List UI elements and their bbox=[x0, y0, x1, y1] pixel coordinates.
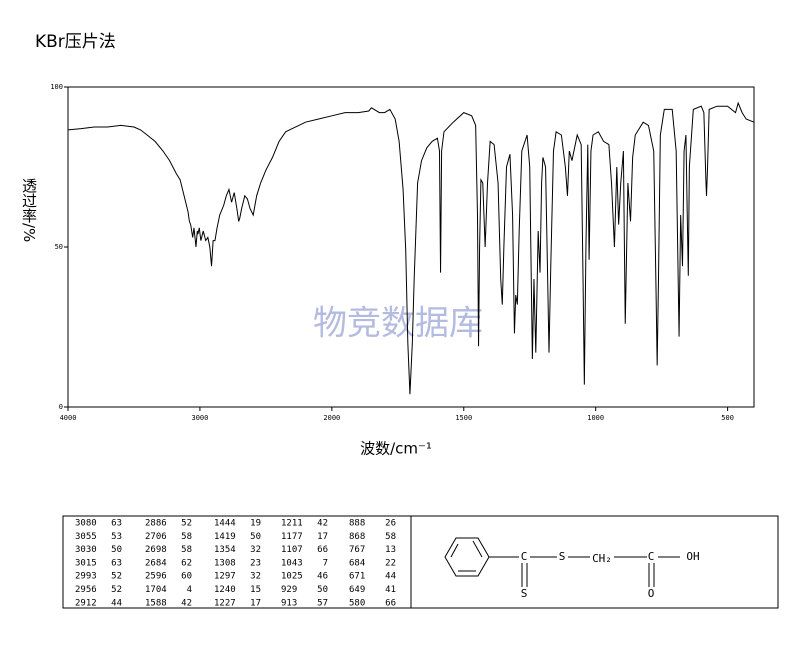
peak-wavenumber: 649 bbox=[349, 585, 365, 595]
peak-wavenumber: 868 bbox=[349, 532, 365, 542]
table-frame bbox=[62, 515, 779, 609]
peak-transmittance: 13 bbox=[385, 545, 396, 555]
peak-transmittance: 44 bbox=[111, 598, 122, 608]
peak-wavenumber: 2596 bbox=[145, 572, 167, 582]
peak-wavenumber: 888 bbox=[349, 519, 365, 529]
peak-transmittance: 63 bbox=[111, 558, 122, 568]
atom-label: C bbox=[521, 550, 528, 563]
peak-transmittance: 19 bbox=[250, 519, 261, 529]
peak-wavenumber: 1588 bbox=[145, 598, 167, 608]
peak-transmittance: 23 bbox=[250, 558, 261, 568]
peak-transmittance: 58 bbox=[181, 532, 192, 542]
peak-wavenumber: 2912 bbox=[75, 598, 97, 608]
atom-label: OH bbox=[686, 550, 699, 563]
peak-transmittance: 44 bbox=[385, 572, 396, 582]
peak-transmittance: 60 bbox=[181, 572, 192, 582]
peak-transmittance: 50 bbox=[317, 585, 328, 595]
peak-wavenumber: 2956 bbox=[75, 585, 97, 595]
x-tick-label: 500 bbox=[721, 414, 734, 422]
y-tick-label: 0 bbox=[59, 403, 63, 411]
peak-wavenumber: 2706 bbox=[145, 532, 167, 542]
x-tick-label: 4000 bbox=[60, 414, 77, 422]
bond bbox=[472, 540, 483, 558]
peak-transmittance: 50 bbox=[111, 545, 122, 555]
atom-label: O bbox=[648, 587, 655, 600]
peak-transmittance: 50 bbox=[250, 532, 261, 542]
atom-label: C bbox=[648, 550, 655, 563]
atom-label: S bbox=[559, 550, 566, 563]
peak-transmittance: 52 bbox=[181, 519, 192, 529]
peak-wavenumber: 1444 bbox=[214, 519, 236, 529]
peak-transmittance: 46 bbox=[317, 572, 328, 582]
spectrum-line bbox=[67, 101, 755, 395]
chart-title: KBr压片法 bbox=[35, 32, 116, 52]
peak-wavenumber: 580 bbox=[349, 598, 365, 608]
peak-transmittance: 32 bbox=[250, 572, 261, 582]
peak-wavenumber: 1177 bbox=[281, 532, 303, 542]
peak-wavenumber: 767 bbox=[349, 545, 365, 555]
bond bbox=[450, 543, 459, 558]
peak-wavenumber: 1297 bbox=[214, 572, 236, 582]
peak-transmittance: 52 bbox=[111, 572, 122, 582]
peak-transmittance: 15 bbox=[250, 585, 261, 595]
peak-wavenumber: 1308 bbox=[214, 558, 236, 568]
peak-wavenumber: 684 bbox=[349, 558, 365, 568]
atom-label: S bbox=[521, 587, 528, 600]
peak-wavenumber: 3080 bbox=[75, 519, 97, 529]
peak-wavenumber: 1240 bbox=[214, 585, 236, 595]
peak-wavenumber: 2886 bbox=[145, 519, 167, 529]
peak-transmittance: 17 bbox=[317, 532, 328, 542]
peak-wavenumber: 1211 bbox=[281, 519, 303, 529]
peak-wavenumber: 1354 bbox=[214, 545, 236, 555]
x-axis-label: 波数/cm⁻¹ bbox=[360, 440, 432, 458]
peak-wavenumber: 2698 bbox=[145, 545, 167, 555]
peak-transmittance: 57 bbox=[317, 598, 328, 608]
peak-wavenumber: 929 bbox=[281, 585, 297, 595]
benzene-ring bbox=[444, 537, 490, 577]
peak-wavenumber: 2993 bbox=[75, 572, 97, 582]
peak-transmittance: 42 bbox=[317, 519, 328, 529]
peak-wavenumber: 2684 bbox=[145, 558, 167, 568]
peak-transmittance: 42 bbox=[181, 598, 192, 608]
peak-transmittance: 58 bbox=[181, 545, 192, 555]
peak-transmittance: 66 bbox=[385, 598, 396, 608]
peak-transmittance: 53 bbox=[111, 532, 122, 542]
plot-frame bbox=[67, 86, 755, 408]
peak-transmittance: 66 bbox=[317, 545, 328, 555]
peak-transmittance: 26 bbox=[385, 519, 396, 529]
atom-label: CH₂ bbox=[592, 552, 612, 565]
peak-transmittance: 58 bbox=[385, 532, 396, 542]
structure-bonds bbox=[444, 537, 680, 587]
peak-wavenumber: 1227 bbox=[214, 598, 236, 608]
peak-transmittance: 63 bbox=[111, 519, 122, 529]
x-tick-label: 3000 bbox=[191, 414, 208, 422]
peak-transmittance: 7 bbox=[323, 558, 328, 568]
peak-wavenumber: 1107 bbox=[281, 545, 303, 555]
peak-wavenumber: 3030 bbox=[75, 545, 97, 555]
peak-wavenumber: 671 bbox=[349, 572, 365, 582]
peak-wavenumber: 1025 bbox=[281, 572, 303, 582]
x-tick-label: 2000 bbox=[323, 414, 340, 422]
peak-transmittance: 17 bbox=[250, 598, 261, 608]
y-tick-label: 100 bbox=[50, 83, 63, 91]
peak-transmittance: 41 bbox=[385, 585, 396, 595]
peak-wavenumber: 3015 bbox=[75, 558, 97, 568]
peak-wavenumber: 1419 bbox=[214, 532, 236, 542]
x-tick-label: 1000 bbox=[587, 414, 604, 422]
x-tick-label: 1500 bbox=[455, 414, 472, 422]
peak-wavenumber: 3055 bbox=[75, 532, 97, 542]
peak-wavenumber: 1704 bbox=[145, 585, 167, 595]
peak-transmittance: 4 bbox=[187, 585, 192, 595]
peak-wavenumber: 1043 bbox=[281, 558, 303, 568]
peak-transmittance: 32 bbox=[250, 545, 261, 555]
y-tick-label: 50 bbox=[55, 243, 63, 251]
peak-transmittance: 52 bbox=[111, 585, 122, 595]
peak-transmittance: 22 bbox=[385, 558, 396, 568]
peak-transmittance: 62 bbox=[181, 558, 192, 568]
watermark: 物竞数据库 bbox=[313, 304, 483, 344]
y-axis-label: 透过率/% bbox=[20, 178, 38, 243]
peak-wavenumber: 913 bbox=[281, 598, 297, 608]
